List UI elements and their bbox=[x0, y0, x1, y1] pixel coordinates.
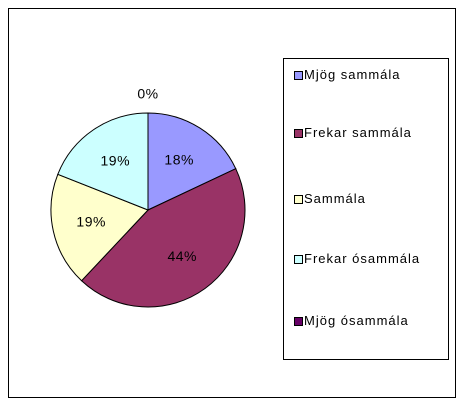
legend-label: Mjög sammála bbox=[304, 67, 401, 82]
data-label: 18% bbox=[164, 152, 194, 168]
data-label: 44% bbox=[167, 248, 197, 264]
legend-label: Sammála bbox=[304, 191, 366, 206]
legend: Mjög sammála Frekar sammála Sammála Frekar … bbox=[283, 58, 449, 360]
pie-slice bbox=[147, 112, 237, 211]
legend-swatch bbox=[294, 71, 303, 80]
legend-label: Frekar sammála bbox=[304, 125, 412, 140]
legend-swatch bbox=[294, 129, 303, 138]
pie-slice bbox=[80, 168, 246, 308]
legend-swatch bbox=[294, 317, 303, 326]
data-label: 19% bbox=[101, 153, 131, 169]
pie-slice bbox=[57, 112, 149, 211]
legend-label: Frekar ósammála bbox=[304, 251, 421, 266]
data-label: 19% bbox=[76, 213, 106, 229]
legend-label: Mjög ósammála bbox=[304, 313, 409, 328]
data-label: 0% bbox=[137, 85, 158, 101]
legend-swatch bbox=[294, 255, 303, 264]
chart-frame bbox=[8, 8, 456, 398]
legend-swatch bbox=[294, 195, 303, 204]
